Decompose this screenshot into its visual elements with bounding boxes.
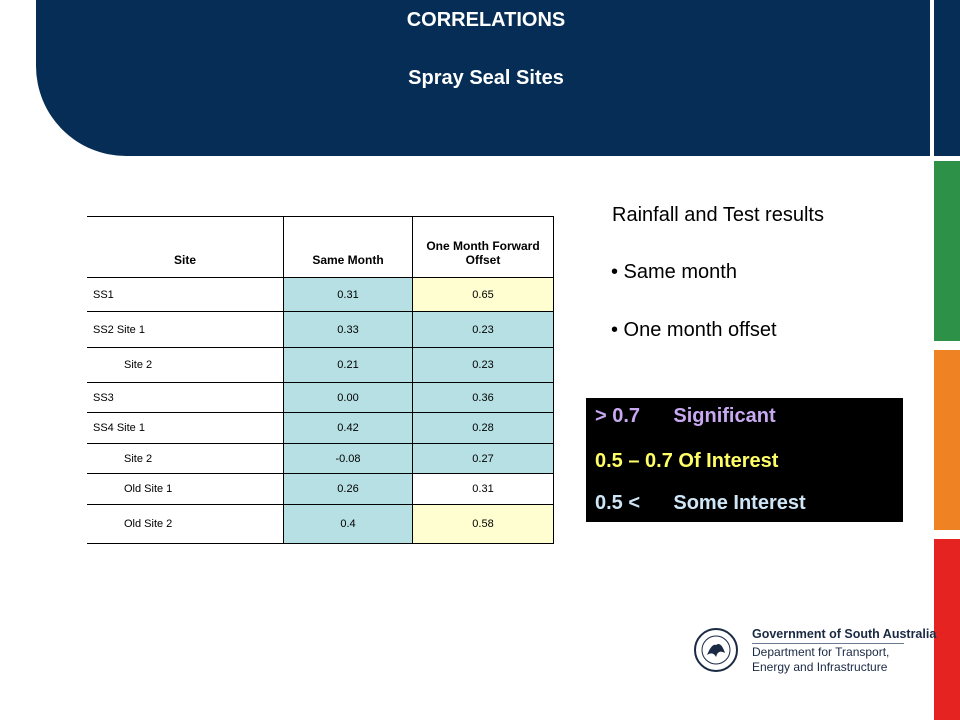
site-cell: Old Site 1 <box>87 473 284 505</box>
offset-cell: 0.27 <box>412 443 554 474</box>
same-month-cell: -0.08 <box>283 443 413 474</box>
offset-cell: 0.58 <box>412 504 554 544</box>
site-cell: SS1 <box>87 277 284 312</box>
logo-line-1: Government of South Australia <box>752 627 937 641</box>
legend-significant: > 0.7 Significant <box>595 405 776 427</box>
stripe-orange <box>934 350 960 530</box>
same-month-cell: 0.42 <box>283 412 413 444</box>
page-title: CORRELATIONS <box>406 9 566 31</box>
column-header-offset: One Month Forward Offset <box>412 216 554 278</box>
table-row: Site 2 -0.08 0.27 <box>87 443 554 474</box>
same-month-cell: 0.26 <box>283 473 413 505</box>
bullet-month-offset: • One month offset <box>611 319 777 341</box>
offset-cell: 0.36 <box>412 382 554 413</box>
notes-heading: Rainfall and Test results <box>612 204 824 226</box>
site-cell: Old Site 2 <box>87 504 284 544</box>
offset-cell: 0.23 <box>412 347 554 383</box>
table-row: SS3 0.00 0.36 <box>87 382 554 413</box>
government-logo-text: Government of South Australia Department… <box>752 627 936 675</box>
same-month-cell: 0.21 <box>283 347 413 383</box>
site-cell: SS4 Site 1 <box>87 412 284 444</box>
logo-line-2: Department for Transport, <box>752 645 890 659</box>
bullet-same-month: • Same month <box>611 261 737 283</box>
logo-line-3: Energy and Infrastructure <box>752 660 888 674</box>
table-row: SS4 Site 1 0.42 0.28 <box>87 412 554 444</box>
same-month-cell: 0.00 <box>283 382 413 413</box>
page-subtitle: Spray Seal Sites <box>408 67 564 89</box>
offset-cell: 0.65 <box>412 277 554 312</box>
legend-some-interest: 0.5 < Some Interest <box>595 492 806 514</box>
stripe-navy <box>934 0 960 156</box>
significance-legend: > 0.7 Significant 0.5 – 0.7 Of Interest … <box>586 398 903 522</box>
column-header-same-month: Same Month <box>283 216 413 278</box>
stripe-green <box>934 161 960 341</box>
site-cell: SS2 Site 1 <box>87 311 284 348</box>
offset-cell: 0.23 <box>412 311 554 348</box>
site-cell: Site 2 <box>87 443 284 474</box>
correlation-table: Site Same Month One Month Forward Offset… <box>87 216 554 544</box>
site-cell: SS3 <box>87 382 284 413</box>
table-row: SS1 0.31 0.65 <box>87 277 554 312</box>
table-header-row: Site Same Month One Month Forward Offset <box>87 216 554 278</box>
same-month-cell: 0.31 <box>283 277 413 312</box>
site-cell: Site 2 <box>87 347 284 383</box>
table-row: Old Site 2 0.4 0.58 <box>87 504 554 544</box>
stripe-red <box>934 539 960 720</box>
same-month-cell: 0.4 <box>283 504 413 544</box>
government-seal-icon <box>694 628 738 672</box>
logo-divider <box>752 643 904 644</box>
offset-cell: 0.31 <box>412 473 554 505</box>
column-header-site: Site <box>87 216 284 278</box>
table-row: Old Site 1 0.26 0.31 <box>87 473 554 505</box>
legend-of-interest: 0.5 – 0.7 Of Interest <box>595 450 779 472</box>
offset-cell: 0.28 <box>412 412 554 444</box>
table-row: SS2 Site 1 0.33 0.23 <box>87 311 554 348</box>
same-month-cell: 0.33 <box>283 311 413 348</box>
header-banner: CORRELATIONS Spray Seal Sites <box>36 0 930 156</box>
table-row: Site 2 0.21 0.23 <box>87 347 554 383</box>
